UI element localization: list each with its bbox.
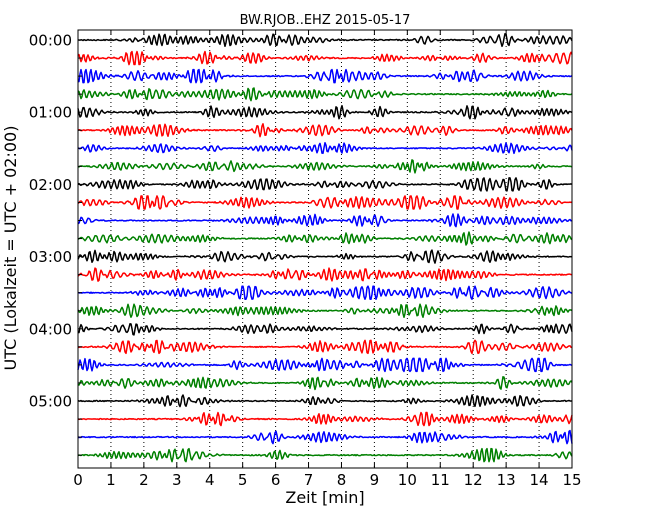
x-tick-label: 0 (73, 471, 83, 489)
trace-line (77, 357, 573, 373)
x-tick-label: 3 (172, 471, 182, 489)
trace-line (77, 123, 573, 138)
x-tick-label: 5 (238, 471, 248, 489)
trace-line (77, 303, 573, 318)
trace-line (77, 411, 573, 427)
trace-line (77, 339, 573, 355)
y-tick-label: 01:00 (29, 104, 72, 122)
trace-line (77, 429, 573, 445)
y-axis-label: UTC (Lokalzeit = UTC + 02:00) (1, 126, 20, 371)
trace-line (77, 231, 573, 246)
trace-line (77, 267, 573, 282)
chart-title: BW.RJOB..EHZ 2015-05-17 (240, 13, 411, 28)
trace-line (77, 87, 573, 102)
x-tick-label: 6 (271, 471, 281, 489)
trace-line (77, 376, 573, 391)
y-tick-label: 04:00 (29, 320, 72, 338)
ticks-layer: 0 1 2 3 4 5 6 7 8 9 10 11 12 13 14 1500:0001:0002:0003:… (29, 30, 582, 489)
trace-line (77, 68, 573, 84)
x-axis-label: Zeit [min] (285, 488, 364, 507)
trace-line (77, 323, 573, 336)
x-tick-label: 13 (497, 471, 516, 489)
trace-line (77, 159, 573, 174)
plot-frame (77, 29, 573, 469)
x-tick-label: 9 (370, 471, 380, 489)
x-tick-label: 12 (464, 471, 483, 489)
x-tick-label: 10 (398, 471, 417, 489)
x-tick-label: 7 (304, 471, 314, 489)
x-tick-label: 11 (431, 471, 450, 489)
trace-line (77, 394, 573, 408)
x-tick-label: 8 (337, 471, 347, 489)
trace-line (77, 177, 573, 192)
trace-line (77, 213, 573, 228)
trace-line (77, 104, 573, 120)
y-tick-label: 00:00 (29, 32, 72, 50)
trace-line (77, 285, 573, 300)
y-tick-label: 03:00 (29, 248, 72, 266)
trace-line (77, 447, 573, 463)
x-tick-label: 1 (106, 471, 116, 489)
trace-line (77, 50, 573, 66)
trace-line (77, 33, 573, 48)
x-tick-label: 2 (139, 471, 149, 489)
trace-line (77, 195, 573, 210)
x-tick-label: 4 (205, 471, 215, 489)
trace-line (77, 249, 573, 264)
x-tick-label: 15 (562, 471, 581, 489)
y-tick-label: 05:00 (29, 393, 72, 411)
x-tick-label: 14 (530, 471, 549, 489)
traces-layer (77, 33, 573, 463)
trace-line (77, 142, 573, 155)
y-tick-label: 02:00 (29, 176, 72, 194)
